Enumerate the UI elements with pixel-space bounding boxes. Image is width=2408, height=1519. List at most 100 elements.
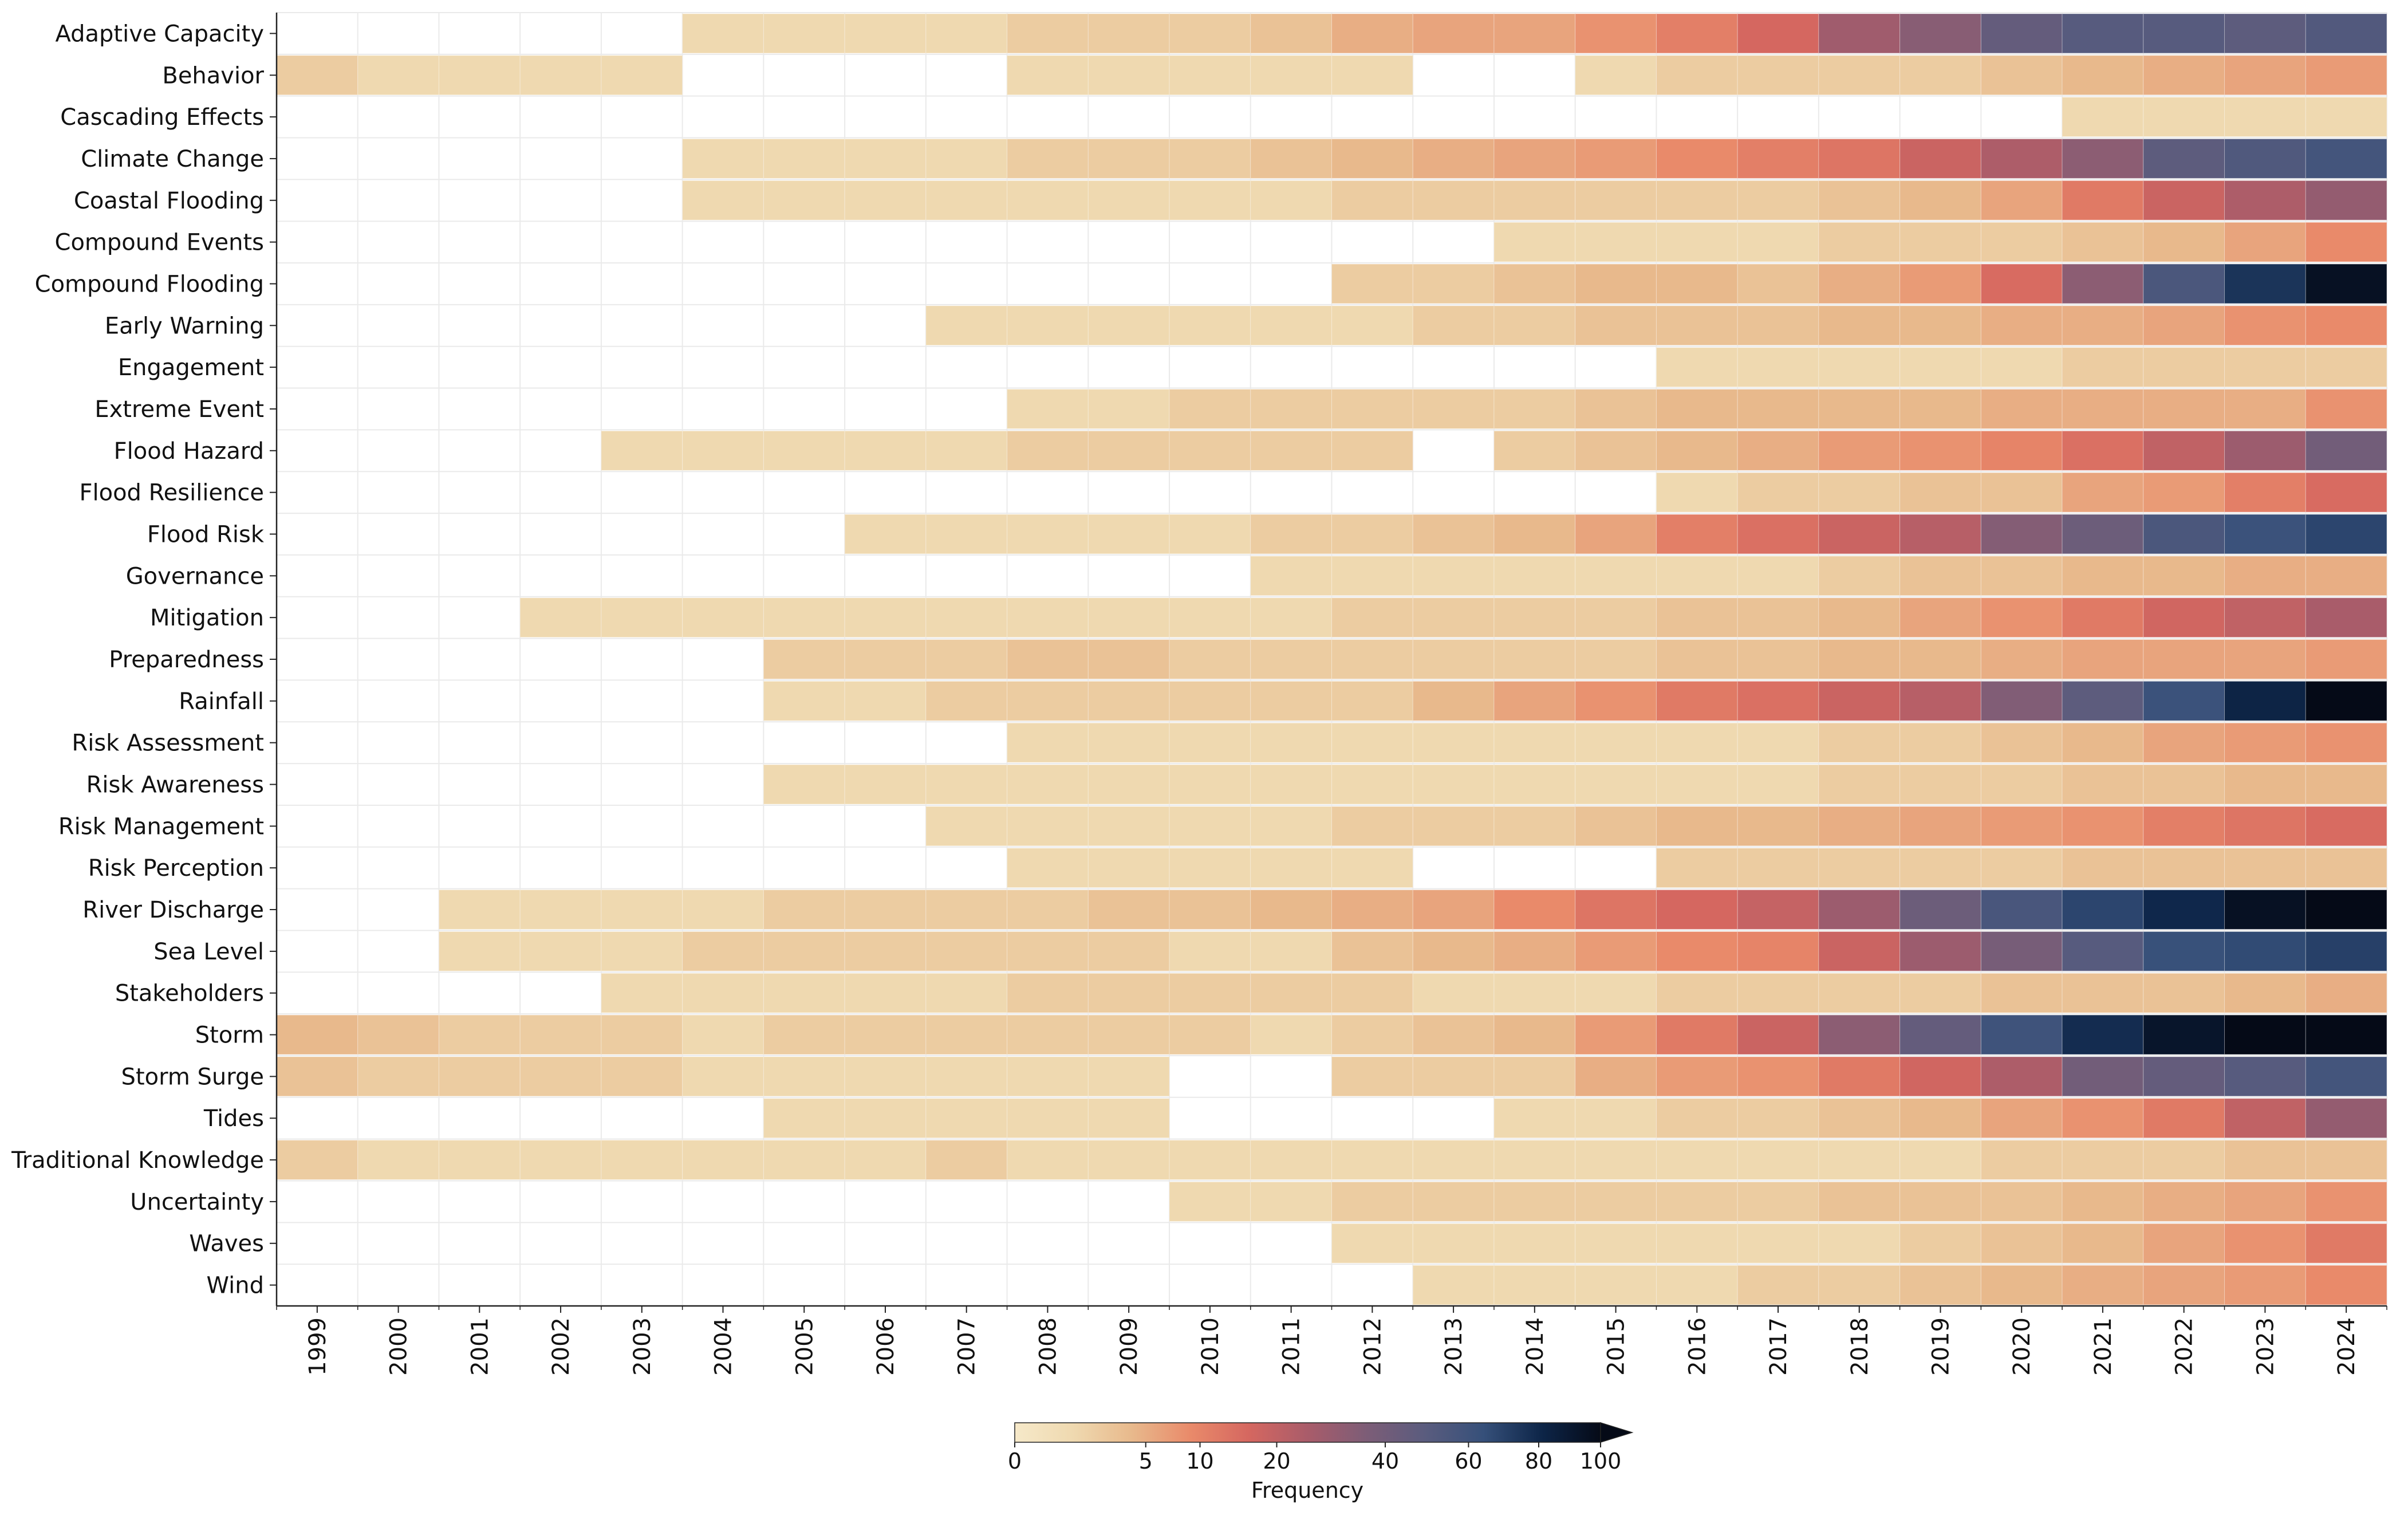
cell-mitigation-2024: [2305, 597, 2387, 638]
cell-engagement-2018: [1818, 347, 1901, 388]
cell-river-discharge-2009: [1087, 890, 1170, 930]
cell-extreme-event-2018: [1818, 389, 1901, 429]
cell-waves-2020: [1980, 1223, 2063, 1264]
y-tick-label-river-discharge: River Discharge: [82, 897, 264, 923]
cell-risk-awareness-2009: [1087, 764, 1170, 805]
cell-flood-resilience-2019: [1899, 472, 1981, 513]
cell-storm-surge-2018: [1818, 1056, 1901, 1097]
cell-risk-assessment-2013: [1412, 722, 1495, 763]
cell-behavior-2021: [2062, 55, 2144, 96]
cell-risk-awareness-2020: [1980, 764, 2063, 805]
cell-coastal-flooding-2007: [925, 180, 1008, 221]
cell-wind-2015: [1575, 1265, 1657, 1305]
cell-tides-2016: [1656, 1098, 1738, 1139]
cell-behavior-2019: [1899, 55, 1981, 96]
cell-climate-change-2006: [844, 139, 927, 179]
cell-mitigation-2005: [763, 597, 845, 638]
cell-extreme-event-2010: [1169, 389, 1251, 429]
cell-flood-risk-2013: [1412, 514, 1495, 554]
cell-uncertainty-2016: [1656, 1181, 1738, 1222]
cell-early-warning-2016: [1656, 305, 1738, 346]
cell-rainfall-2009: [1087, 680, 1170, 721]
cell-storm-surge-2017: [1737, 1056, 1819, 1097]
cell-uncertainty-2021: [2062, 1181, 2144, 1222]
cell-early-warning-2012: [1331, 305, 1413, 346]
cell-mitigation-2017: [1737, 597, 1819, 638]
cell-flood-hazard-2004: [682, 430, 764, 471]
cell-flood-risk-2019: [1899, 514, 1981, 554]
cell-storm-surge-2007: [925, 1056, 1008, 1097]
cell-early-warning-2020: [1980, 305, 2063, 346]
cell-sea-level-2019: [1899, 931, 1981, 971]
cell-early-warning-2023: [2224, 305, 2306, 346]
cell-river-discharge-2008: [1007, 890, 1089, 930]
x-tick-label-2004: 2004: [711, 1317, 737, 1376]
colorbar-extend-arrow: [1600, 1422, 1634, 1443]
cell-compound-flooding-2018: [1818, 263, 1901, 304]
cell-adaptive-capacity-2013: [1412, 13, 1495, 54]
cell-mitigation-2023: [2224, 597, 2306, 638]
cell-coastal-flooding-2010: [1169, 180, 1251, 221]
cell-tides-2007: [925, 1098, 1008, 1139]
cell-coastal-flooding-2023: [2224, 180, 2306, 221]
cell-risk-awareness-2022: [2143, 764, 2225, 805]
cell-flood-resilience-2021: [2062, 472, 2144, 513]
y-tick-label-engagement: Engagement: [118, 355, 264, 381]
cell-tides-2005: [763, 1098, 845, 1139]
cell-adaptive-capacity-2024: [2305, 13, 2387, 54]
cell-flood-risk-2017: [1737, 514, 1819, 554]
cell-risk-management-2009: [1087, 806, 1170, 847]
colorbar-tick-label-100: 100: [1580, 1449, 1622, 1474]
cell-mitigation-2008: [1007, 597, 1089, 638]
cell-extreme-event-2022: [2143, 389, 2225, 429]
cell-risk-assessment-2021: [2062, 722, 2144, 763]
cell-climate-change-2014: [1493, 139, 1576, 179]
cell-stakeholders-2016: [1656, 973, 1738, 1013]
cell-mitigation-2014: [1493, 597, 1576, 638]
cell-flood-resilience-2024: [2305, 472, 2387, 513]
x-tick-label-2007: 2007: [954, 1317, 980, 1376]
colorbar-tick-label-20: 20: [1263, 1449, 1290, 1474]
cell-storm-surge-2003: [601, 1056, 683, 1097]
cell-stakeholders-2007: [925, 973, 1008, 1013]
cell-storm-2014: [1493, 1014, 1576, 1055]
cell-flood-risk-2022: [2143, 514, 2225, 554]
cell-storm-surge-2001: [438, 1056, 521, 1097]
colorbar-tick-label-10: 10: [1186, 1449, 1213, 1474]
cell-risk-assessment-2018: [1818, 722, 1901, 763]
cell-tides-2023: [2224, 1098, 2306, 1139]
cell-climate-change-2005: [763, 139, 845, 179]
cell-flood-risk-2012: [1331, 514, 1413, 554]
cell-compound-events-2015: [1575, 222, 1657, 262]
cell-sea-level-2002: [519, 931, 602, 971]
cell-stakeholders-2015: [1575, 973, 1657, 1013]
x-tick-label-2005: 2005: [791, 1317, 818, 1376]
cell-risk-assessment-2020: [1980, 722, 2063, 763]
cell-river-discharge-2019: [1899, 890, 1981, 930]
cell-governance-2019: [1899, 556, 1981, 596]
cell-uncertainty-2012: [1331, 1181, 1413, 1222]
cell-preparedness-2007: [925, 639, 1008, 679]
cell-uncertainty-2011: [1250, 1181, 1333, 1222]
cell-wind-2016: [1656, 1265, 1738, 1305]
cell-wind-2017: [1737, 1265, 1819, 1305]
cell-extreme-event-2017: [1737, 389, 1819, 429]
x-tick-label-2000: 2000: [386, 1317, 412, 1376]
cell-rainfall-2010: [1169, 680, 1251, 721]
colorbar-gradient: [1014, 1422, 1601, 1443]
cell-rainfall-2018: [1818, 680, 1901, 721]
cell-compound-flooding-2015: [1575, 263, 1657, 304]
cell-preparedness-2012: [1331, 639, 1413, 679]
cell-coastal-flooding-2016: [1656, 180, 1738, 221]
cell-preparedness-2020: [1980, 639, 2063, 679]
cell-rainfall-2006: [844, 680, 927, 721]
cell-rainfall-2008: [1007, 680, 1089, 721]
cell-extreme-event-2013: [1412, 389, 1495, 429]
cell-storm-surge-2024: [2305, 1056, 2387, 1097]
y-tick-label-flood-resilience: Flood Resilience: [79, 480, 264, 506]
cell-river-discharge-2016: [1656, 890, 1738, 930]
cell-storm-2024: [2305, 1014, 2387, 1055]
cell-adaptive-capacity-2015: [1575, 13, 1657, 54]
